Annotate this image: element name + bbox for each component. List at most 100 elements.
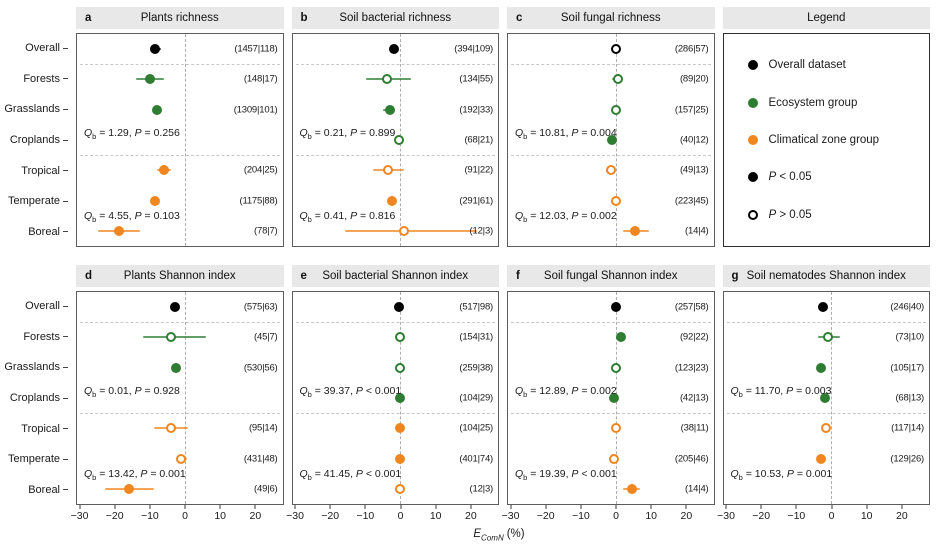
legend-item-label: P > 0.05 [768, 208, 812, 221]
group-separator-line [80, 413, 280, 415]
axis-tick [149, 505, 151, 509]
panel-title: Soil bacterial richness [339, 12, 452, 24]
sample-size-label: (38|11) [680, 422, 709, 434]
data-point [386, 195, 397, 206]
row-label: Croplands [0, 125, 68, 156]
row-tick-mark [63, 47, 68, 49]
sample-size-label: (1457|118) [234, 43, 278, 55]
data-point [166, 423, 177, 434]
legend-item-label: Ecosystem group [768, 96, 858, 109]
sample-size-label: (204|25) [243, 164, 278, 176]
axis-tick-label: 0 [613, 510, 619, 522]
row-label-text: Boreal [28, 225, 60, 238]
data-point [626, 483, 637, 494]
sample-size-label: (49|6) [254, 483, 278, 495]
sample-size-label: (12|3) [469, 225, 494, 237]
row-label: Temperate [0, 186, 68, 217]
row-label-text: Grasslands [4, 103, 60, 116]
axis-tick-label: 0 [182, 510, 188, 522]
x-axis: −30 −20 −10 0 10 20 [717, 505, 931, 525]
sample-size-label: (223|45) [674, 195, 709, 207]
zero-reference-line [184, 34, 186, 246]
forest-plot-area: (246|40) (73|10) (105|17) (68|13) (117|14) (1… [722, 291, 930, 505]
panel-letter: b [300, 12, 308, 24]
panel-letter: a [85, 12, 92, 24]
group-separator-line [295, 322, 495, 324]
sample-size-label: (73|10) [895, 331, 924, 343]
axis-tick-label: 10 [860, 510, 873, 522]
row-tick-mark [63, 397, 68, 399]
heterogeneity-stat: Qb = 19.39, P < 0.001 [515, 468, 617, 483]
data-point [610, 44, 621, 55]
heterogeneity-stat: Qb = 0.01, P = 0.928 [84, 384, 180, 399]
sample-size-label: (291|61) [459, 195, 493, 207]
sample-size-label: (575|63) [243, 301, 278, 313]
filled-circle-marker [747, 97, 758, 108]
x-axis-title-subscript: ComN [481, 533, 504, 543]
data-point [822, 332, 833, 343]
axis-tick [364, 505, 366, 509]
axis-tick-label: 20 [465, 510, 477, 522]
data-point [393, 302, 404, 313]
panel-title: Soil fungal richness [560, 12, 661, 24]
data-point [607, 135, 618, 145]
axis-tick-label: −10 [140, 510, 159, 522]
axis-tick-label: 10 [645, 510, 658, 522]
axis-tick-label: −20 [536, 510, 555, 522]
row-tick-mark [63, 305, 68, 307]
axis-tick-label: 10 [214, 510, 227, 522]
forest-plot-area: (257|58) (92|22) (123|23) (42|13) (38|11) (20… [507, 291, 715, 505]
group-separator-line [295, 155, 495, 157]
group-separator-line [80, 155, 280, 157]
data-point [816, 453, 827, 464]
axis-tick [219, 505, 221, 509]
filled-circle-marker [747, 172, 758, 183]
row-label-text: Tropical [21, 422, 60, 435]
axis-tick-label: 0 [397, 510, 404, 522]
row-label: Forests [0, 64, 68, 95]
sample-size-label: (78|7) [254, 225, 278, 237]
zero-reference-line [831, 292, 833, 504]
row-label: Grasslands [0, 94, 68, 125]
heterogeneity-stat: Qb = 10.81, P = 0.004 [515, 126, 617, 141]
sample-size-label: (14|4) [685, 225, 709, 237]
axis-tick [510, 505, 512, 509]
sample-size-label: (91|22) [464, 164, 493, 176]
data-point [398, 225, 409, 236]
sample-size-label: (257|58) [674, 301, 709, 313]
zero-reference-line [184, 292, 186, 504]
axis-tick [831, 505, 833, 509]
sample-size-label: (431|48) [243, 453, 278, 465]
open-circle-marker [747, 209, 758, 220]
panel-soil-nematodes-shannon: g Soil nematodes Shannon index (246|40)(… [717, 265, 931, 525]
axis-tick-label: 20 [249, 510, 262, 522]
panel-header: e Soil bacterial Shannon index [291, 265, 499, 287]
row-tick-mark [63, 108, 68, 110]
legend-item: Climatical zone group [747, 133, 930, 146]
row-tick-mark [63, 458, 68, 460]
legend-item: Overall dataset [747, 59, 930, 71]
x-axis-title: EComN (%) [0, 528, 930, 542]
data-point [612, 74, 623, 85]
data-point [821, 423, 832, 434]
panel-soil-fungal-richness: c Soil fungal richness (286|57) (89|20) (1… [507, 7, 715, 247]
heterogeneity-stat: Qb = 0.41, P = 0.816 [299, 210, 396, 225]
data-point [159, 165, 170, 176]
row-tick-mark [63, 200, 68, 202]
row-tick-mark [63, 366, 68, 368]
row-tick-mark [63, 78, 68, 80]
axis-tick [795, 505, 797, 509]
heterogeneity-stat: Qb = 11.70, P = 0.003 [730, 384, 832, 399]
filled-circle-marker [747, 60, 758, 71]
sample-size-label: (14|4) [685, 483, 709, 495]
panel-letter: f [516, 270, 520, 282]
sample-size-label: (40|12) [679, 134, 709, 146]
sample-size-label: (259|38) [459, 362, 493, 374]
group-separator-line [511, 413, 711, 415]
legend-item-label: Climatical zone group [768, 133, 880, 146]
data-point [395, 362, 406, 373]
legend-item: P > 0.05 [747, 208, 930, 221]
sample-size-label: (49|13) [679, 164, 709, 176]
panel-soil-bacterial-richness: b Soil bacterial richness (394|109) (134|… [291, 7, 499, 247]
